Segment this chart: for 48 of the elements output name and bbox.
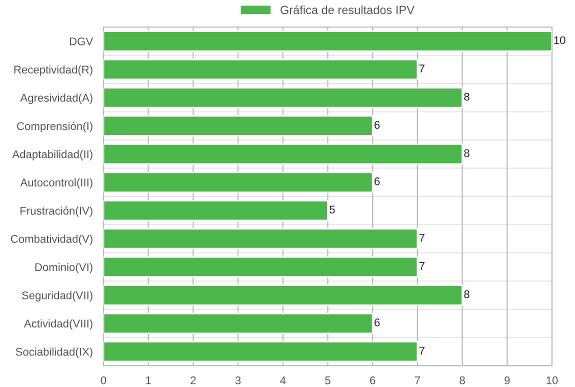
y-tick-label: Combatividad(V) bbox=[10, 234, 92, 246]
data-label: 8 bbox=[464, 290, 470, 298]
bar bbox=[104, 312, 374, 334]
x-tick-label: 10 bbox=[546, 376, 558, 384]
legend-label: Gráfica de resultados IPV bbox=[280, 5, 414, 14]
y-tick-label: DGV bbox=[70, 37, 94, 46]
y-tick-label: Actividad(VIII) bbox=[24, 319, 92, 330]
y-tick-label: Adaptabilidad(II) bbox=[12, 150, 92, 160]
y-tick-label: Dominio(VI) bbox=[35, 262, 92, 274]
data-label: 6 bbox=[374, 318, 380, 326]
y-tick-label: Frustración(IV) bbox=[20, 206, 92, 217]
bar bbox=[104, 200, 328, 222]
data-label: 7 bbox=[419, 346, 424, 354]
x-tick-label: 0 bbox=[100, 376, 106, 384]
data-label: 8 bbox=[464, 92, 470, 101]
bar bbox=[104, 256, 418, 278]
bar bbox=[104, 228, 418, 250]
data-label: 5 bbox=[330, 206, 335, 214]
y-tick-label: Receptividad(R) bbox=[14, 65, 92, 76]
x-tick-label: 5 bbox=[325, 376, 330, 384]
x-tick-label: 3 bbox=[235, 376, 241, 384]
bar bbox=[104, 58, 418, 80]
y-tick-label: Agresividad(A) bbox=[20, 94, 92, 104]
data-label: 8 bbox=[464, 149, 470, 158]
y-tick-label: Sociabilidad(IX) bbox=[16, 348, 92, 358]
x-tick-label: 8 bbox=[460, 376, 465, 384]
x-tick-label: 7 bbox=[414, 376, 420, 384]
bar bbox=[104, 30, 552, 52]
data-label: 10 bbox=[554, 36, 566, 44]
x-tick-label: 2 bbox=[190, 376, 196, 384]
y-tick-label: Autocontrol(III) bbox=[20, 178, 92, 189]
x-tick-label: 1 bbox=[146, 376, 151, 384]
bar bbox=[104, 172, 374, 193]
data-label: 6 bbox=[374, 177, 380, 186]
data-label: 7 bbox=[419, 262, 424, 270]
bar bbox=[104, 87, 463, 108]
bar bbox=[104, 341, 418, 362]
data-label: 7 bbox=[419, 234, 424, 242]
y-tick-label: Seguridad(VII) bbox=[22, 291, 92, 302]
data-label: 7 bbox=[419, 64, 424, 72]
x-tick-label: 9 bbox=[504, 376, 510, 384]
bar bbox=[104, 144, 463, 165]
y-tick-label: Comprensión(I) bbox=[17, 122, 92, 132]
x-tick-label: 6 bbox=[370, 376, 376, 384]
x-tick-label: 4 bbox=[280, 376, 286, 384]
data-label: 6 bbox=[374, 120, 380, 129]
bar bbox=[104, 115, 374, 136]
bar bbox=[104, 284, 463, 306]
